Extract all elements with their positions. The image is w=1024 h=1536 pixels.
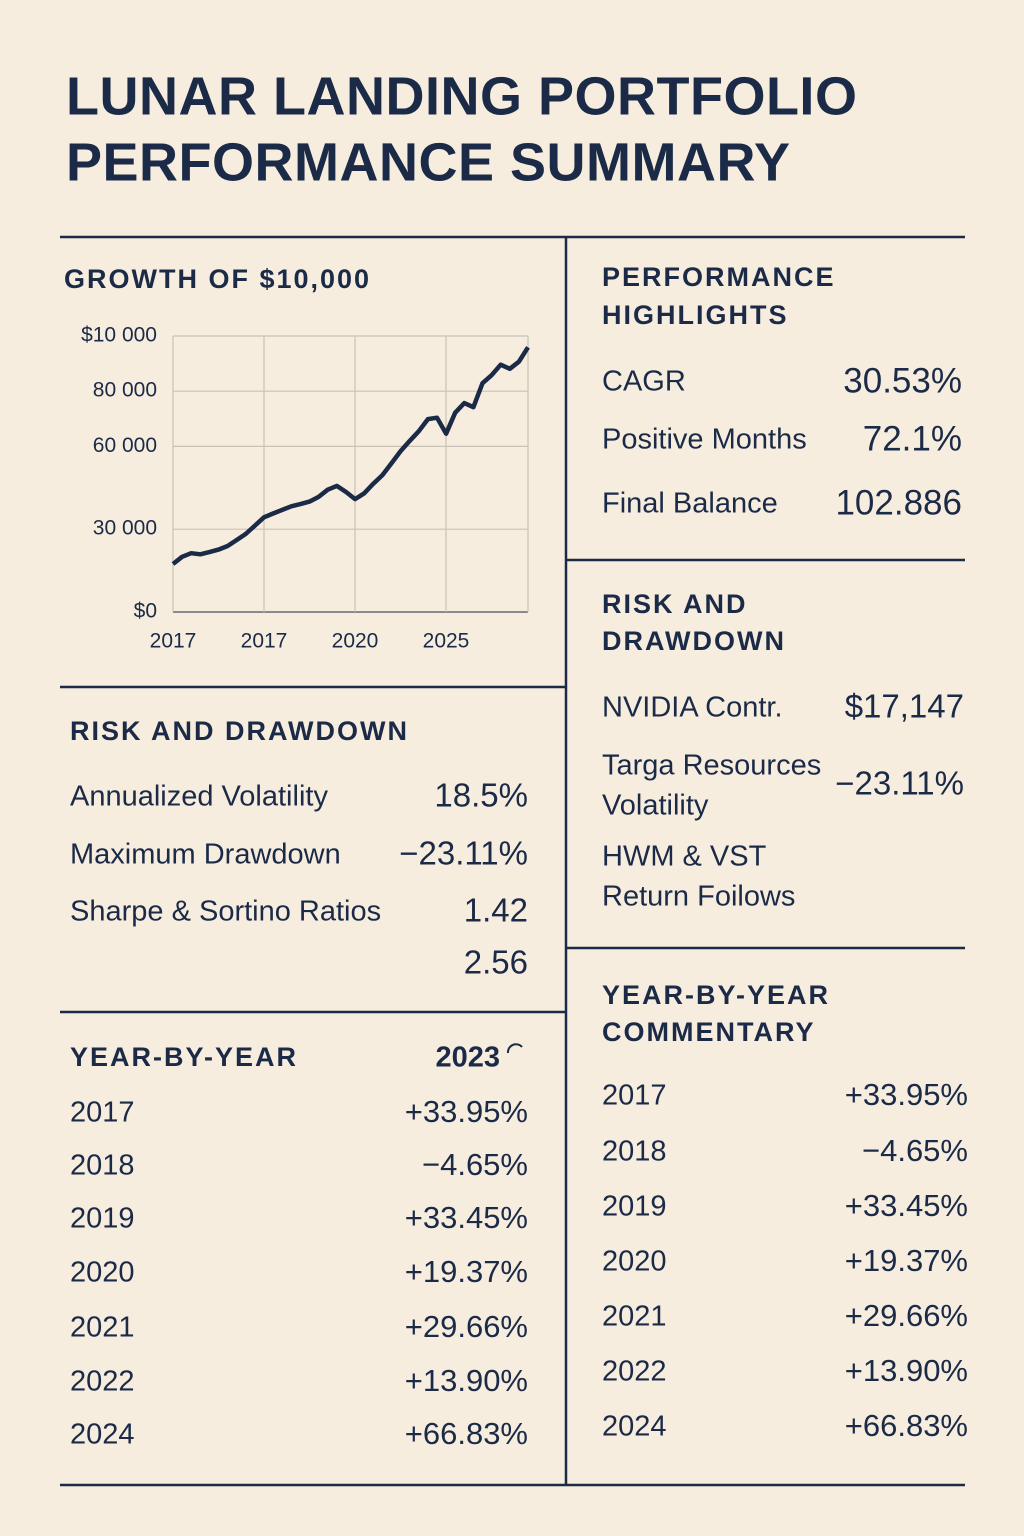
row-value: +33.95%: [845, 1077, 968, 1112]
title: PERFORMANCE SUMMARY: [66, 132, 791, 192]
row-value: +33.45%: [405, 1200, 528, 1235]
x-tick-label: 2020: [332, 630, 379, 653]
growth-line: [171, 346, 530, 566]
row-value: +66.83%: [845, 1408, 968, 1443]
glyph: [506, 1043, 523, 1054]
section-heading: HIGHLIGHTS: [602, 300, 789, 330]
row-label: 2024: [70, 1419, 135, 1451]
row-value: +29.66%: [845, 1298, 968, 1333]
row-value: +19.37%: [845, 1243, 968, 1278]
row-value: 2.56: [464, 944, 528, 981]
row-label: Final Balance: [602, 488, 778, 520]
row-label: Annualized Volatility: [70, 781, 328, 813]
row-value: 102.886: [835, 483, 962, 522]
row-label: 2022: [602, 1356, 667, 1388]
row-value: +33.95%: [405, 1094, 528, 1129]
y-tick-label: 30 000: [93, 517, 157, 540]
section-heading: COMMENTARY: [602, 1017, 815, 1047]
row-label: CAGR: [602, 366, 686, 398]
section-heading: RISK AND: [602, 589, 748, 619]
row-value: +13.90%: [845, 1353, 968, 1388]
row-value: −4.65%: [422, 1147, 528, 1182]
row-label: 2022: [70, 1366, 135, 1398]
row-value: −23.11%: [835, 765, 964, 802]
row-label: 2021: [70, 1312, 135, 1344]
row-label: 2019: [602, 1191, 667, 1223]
row-label: 2017: [602, 1080, 667, 1112]
row-label: NVIDIA Contr.: [602, 692, 783, 724]
row-label: HWM & VST: [602, 841, 767, 873]
row-value: −23.11%: [399, 835, 528, 872]
row-label: 2024: [602, 1411, 667, 1443]
row-value: +33.45%: [845, 1188, 968, 1223]
row-label: 2020: [602, 1246, 667, 1278]
y-tick-label: 80 000: [93, 379, 157, 402]
row-value: +29.66%: [405, 1309, 528, 1344]
row-value: +19.37%: [405, 1254, 528, 1289]
row-label: 2019: [70, 1203, 135, 1235]
section-heading: GROWTH OF $10,000: [64, 264, 371, 294]
row-value: 30.53%: [843, 361, 962, 400]
x-tick-label: 2025: [423, 630, 470, 653]
section-heading: PERFORMANCE: [602, 262, 836, 292]
row-label: 2018: [602, 1136, 667, 1168]
row-value: +66.83%: [405, 1416, 528, 1451]
x-tick-label: 2017: [150, 630, 197, 653]
section-heading: RISK AND DRAWDOWN: [70, 716, 409, 746]
row-value: 1.42: [464, 892, 528, 929]
row-value: 18.5%: [434, 777, 528, 814]
row-value: +13.90%: [405, 1363, 528, 1398]
heading-value: 2023: [435, 1042, 500, 1074]
row-label: Return Foilows: [602, 881, 795, 913]
row-value: $17,147: [845, 688, 964, 725]
row-value: 72.1%: [863, 419, 962, 458]
title: LUNAR LANDING PORTFOLIO: [66, 66, 857, 126]
row-label: Sharpe & Sortino Ratios: [70, 896, 381, 928]
y-tick-label: $10 000: [81, 324, 157, 347]
section-heading: DRAWDOWN: [602, 626, 786, 656]
row-label: 2021: [602, 1301, 667, 1333]
row-label: 2018: [70, 1150, 135, 1182]
row-value: −4.65%: [862, 1133, 968, 1168]
row-label: Maximum Drawdown: [70, 839, 341, 871]
section-heading: YEAR-BY-YEAR: [70, 1042, 298, 1072]
row-label: 2020: [70, 1257, 135, 1289]
row-label: Volatility: [602, 790, 709, 822]
row-label: Positive Months: [602, 424, 807, 456]
row-label: 2017: [70, 1097, 135, 1129]
y-tick-label: 60 000: [93, 434, 157, 457]
x-tick-label: 2017: [241, 630, 288, 653]
section-heading: YEAR-BY-YEAR: [602, 980, 830, 1010]
row-label: Targa Resources: [602, 750, 821, 782]
y-tick-label: $0: [134, 600, 157, 623]
